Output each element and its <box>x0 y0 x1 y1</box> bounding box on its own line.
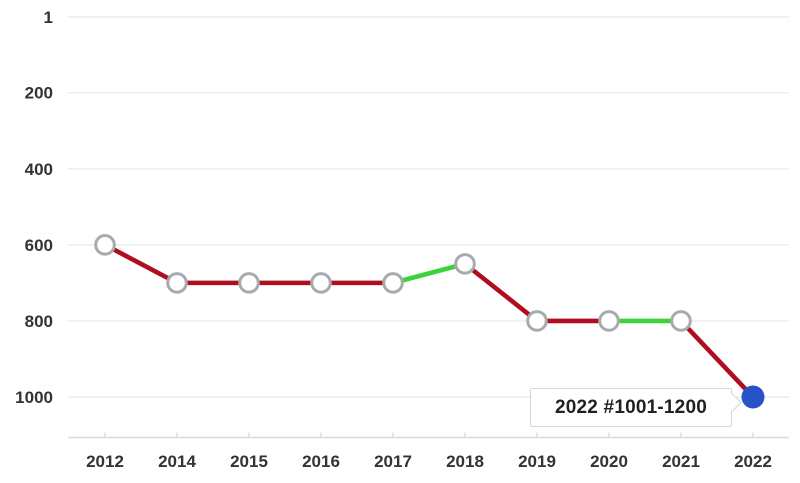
x-axis-tick-label: 2017 <box>374 452 412 471</box>
trend-segment <box>392 261 466 286</box>
trend-segment <box>679 319 755 399</box>
y-axis-tick-label: 800 <box>25 312 53 331</box>
data-point-marker[interactable] <box>598 310 620 332</box>
y-axis-tick-label: 400 <box>25 160 53 179</box>
y-axis-tick-label: 1 <box>44 8 53 27</box>
x-axis-tick-label: 2018 <box>446 452 484 471</box>
y-axis-tick-label: 600 <box>25 236 53 255</box>
data-point-marker-highlight[interactable] <box>741 385 765 409</box>
data-point-marker[interactable] <box>670 310 692 332</box>
x-axis-tick-label: 2015 <box>230 452 268 471</box>
x-axis-tick-label: 2012 <box>86 452 124 471</box>
y-axis-tick-label: 1000 <box>15 388 53 407</box>
y-axis-tick-label: 200 <box>25 84 53 103</box>
trend-segment <box>463 262 539 323</box>
data-label-callout: 2022 #1001-1200 <box>530 388 732 427</box>
data-point-marker[interactable] <box>454 253 476 275</box>
x-axis-tick-label: 2020 <box>590 452 628 471</box>
data-label-text: 2022 #1001-1200 <box>555 396 707 418</box>
data-point-marker[interactable] <box>310 272 332 294</box>
data-point-marker[interactable] <box>382 272 404 294</box>
x-axis-tick-label: 2021 <box>662 452 700 471</box>
data-point-marker[interactable] <box>94 234 116 256</box>
trend-segment <box>103 242 179 285</box>
data-point-marker[interactable] <box>166 272 188 294</box>
x-axis-tick-label: 2022 <box>734 452 772 471</box>
data-point-marker[interactable] <box>526 310 548 332</box>
x-axis-tick-label: 2016 <box>302 452 340 471</box>
data-point-marker[interactable] <box>238 272 260 294</box>
x-axis-tick-label: 2019 <box>518 452 556 471</box>
x-axis-tick-label: 2014 <box>158 452 196 471</box>
